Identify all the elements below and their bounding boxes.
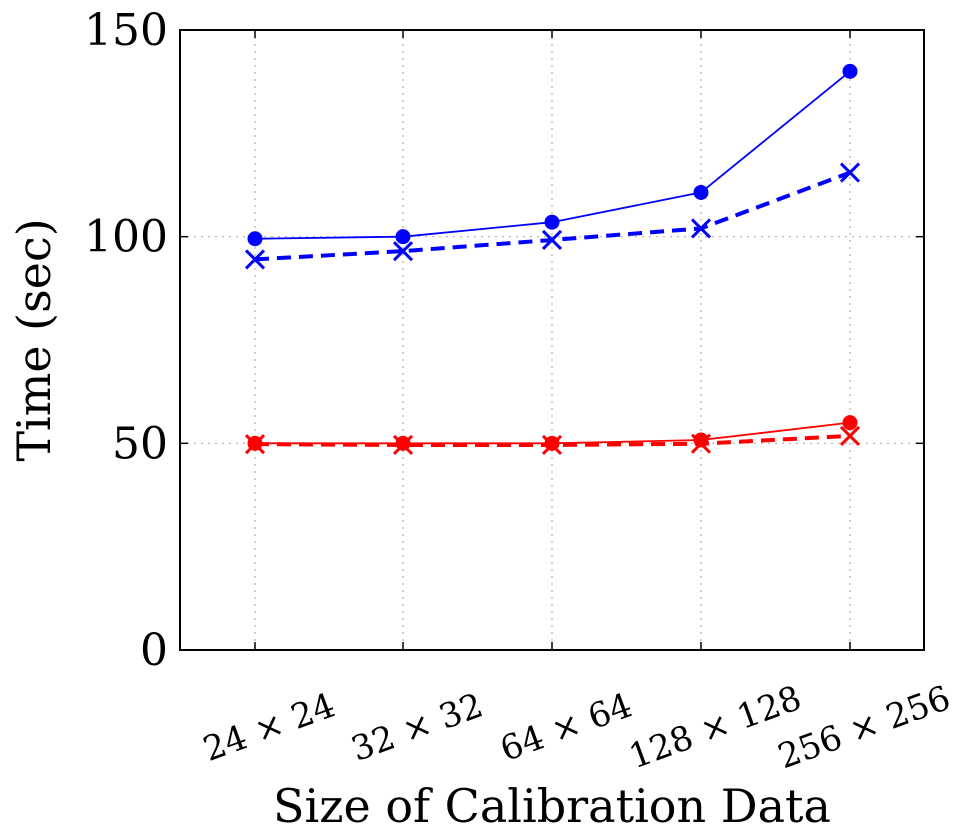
series-1-point-3 bbox=[690, 218, 712, 239]
x-tick-label-3: 128 × 128 bbox=[624, 678, 807, 777]
series-0-point-0 bbox=[247, 231, 263, 247]
series-layer bbox=[244, 63, 861, 456]
series-0-point-4 bbox=[842, 63, 858, 79]
series-1-point-4 bbox=[839, 162, 861, 183]
grid bbox=[180, 30, 924, 650]
series-1-point-1 bbox=[392, 241, 414, 262]
x-tick-label-2: 64 × 64 bbox=[495, 686, 637, 770]
series-3-point-1 bbox=[392, 434, 414, 456]
series-1-point-0 bbox=[244, 249, 266, 270]
series-1-point-2 bbox=[541, 229, 563, 251]
series-3-point-3 bbox=[690, 433, 712, 454]
series-2-point-4 bbox=[842, 415, 858, 431]
x-tick-label-4: 256 × 256 bbox=[773, 678, 956, 777]
y-axis-label: Time (sec) bbox=[7, 218, 61, 461]
series-3-point-0 bbox=[244, 434, 266, 455]
y-tick-label-3: 150 bbox=[84, 5, 168, 56]
series-0-point-2 bbox=[544, 214, 560, 230]
series-0-point-3 bbox=[693, 184, 709, 200]
y-tick-label-0: 0 bbox=[140, 625, 168, 676]
x-axis-label: Size of Calibration Data bbox=[273, 779, 831, 833]
y-tick-label-1: 50 bbox=[112, 418, 168, 469]
x-tick-label-0: 24 × 24 bbox=[198, 686, 340, 770]
x-tick-label-1: 32 × 32 bbox=[346, 686, 488, 770]
series-3-point-2 bbox=[541, 434, 563, 456]
series-3-point-4 bbox=[839, 425, 861, 446]
y-tick-label-2: 100 bbox=[84, 212, 168, 263]
series-0-point-1 bbox=[395, 229, 411, 245]
